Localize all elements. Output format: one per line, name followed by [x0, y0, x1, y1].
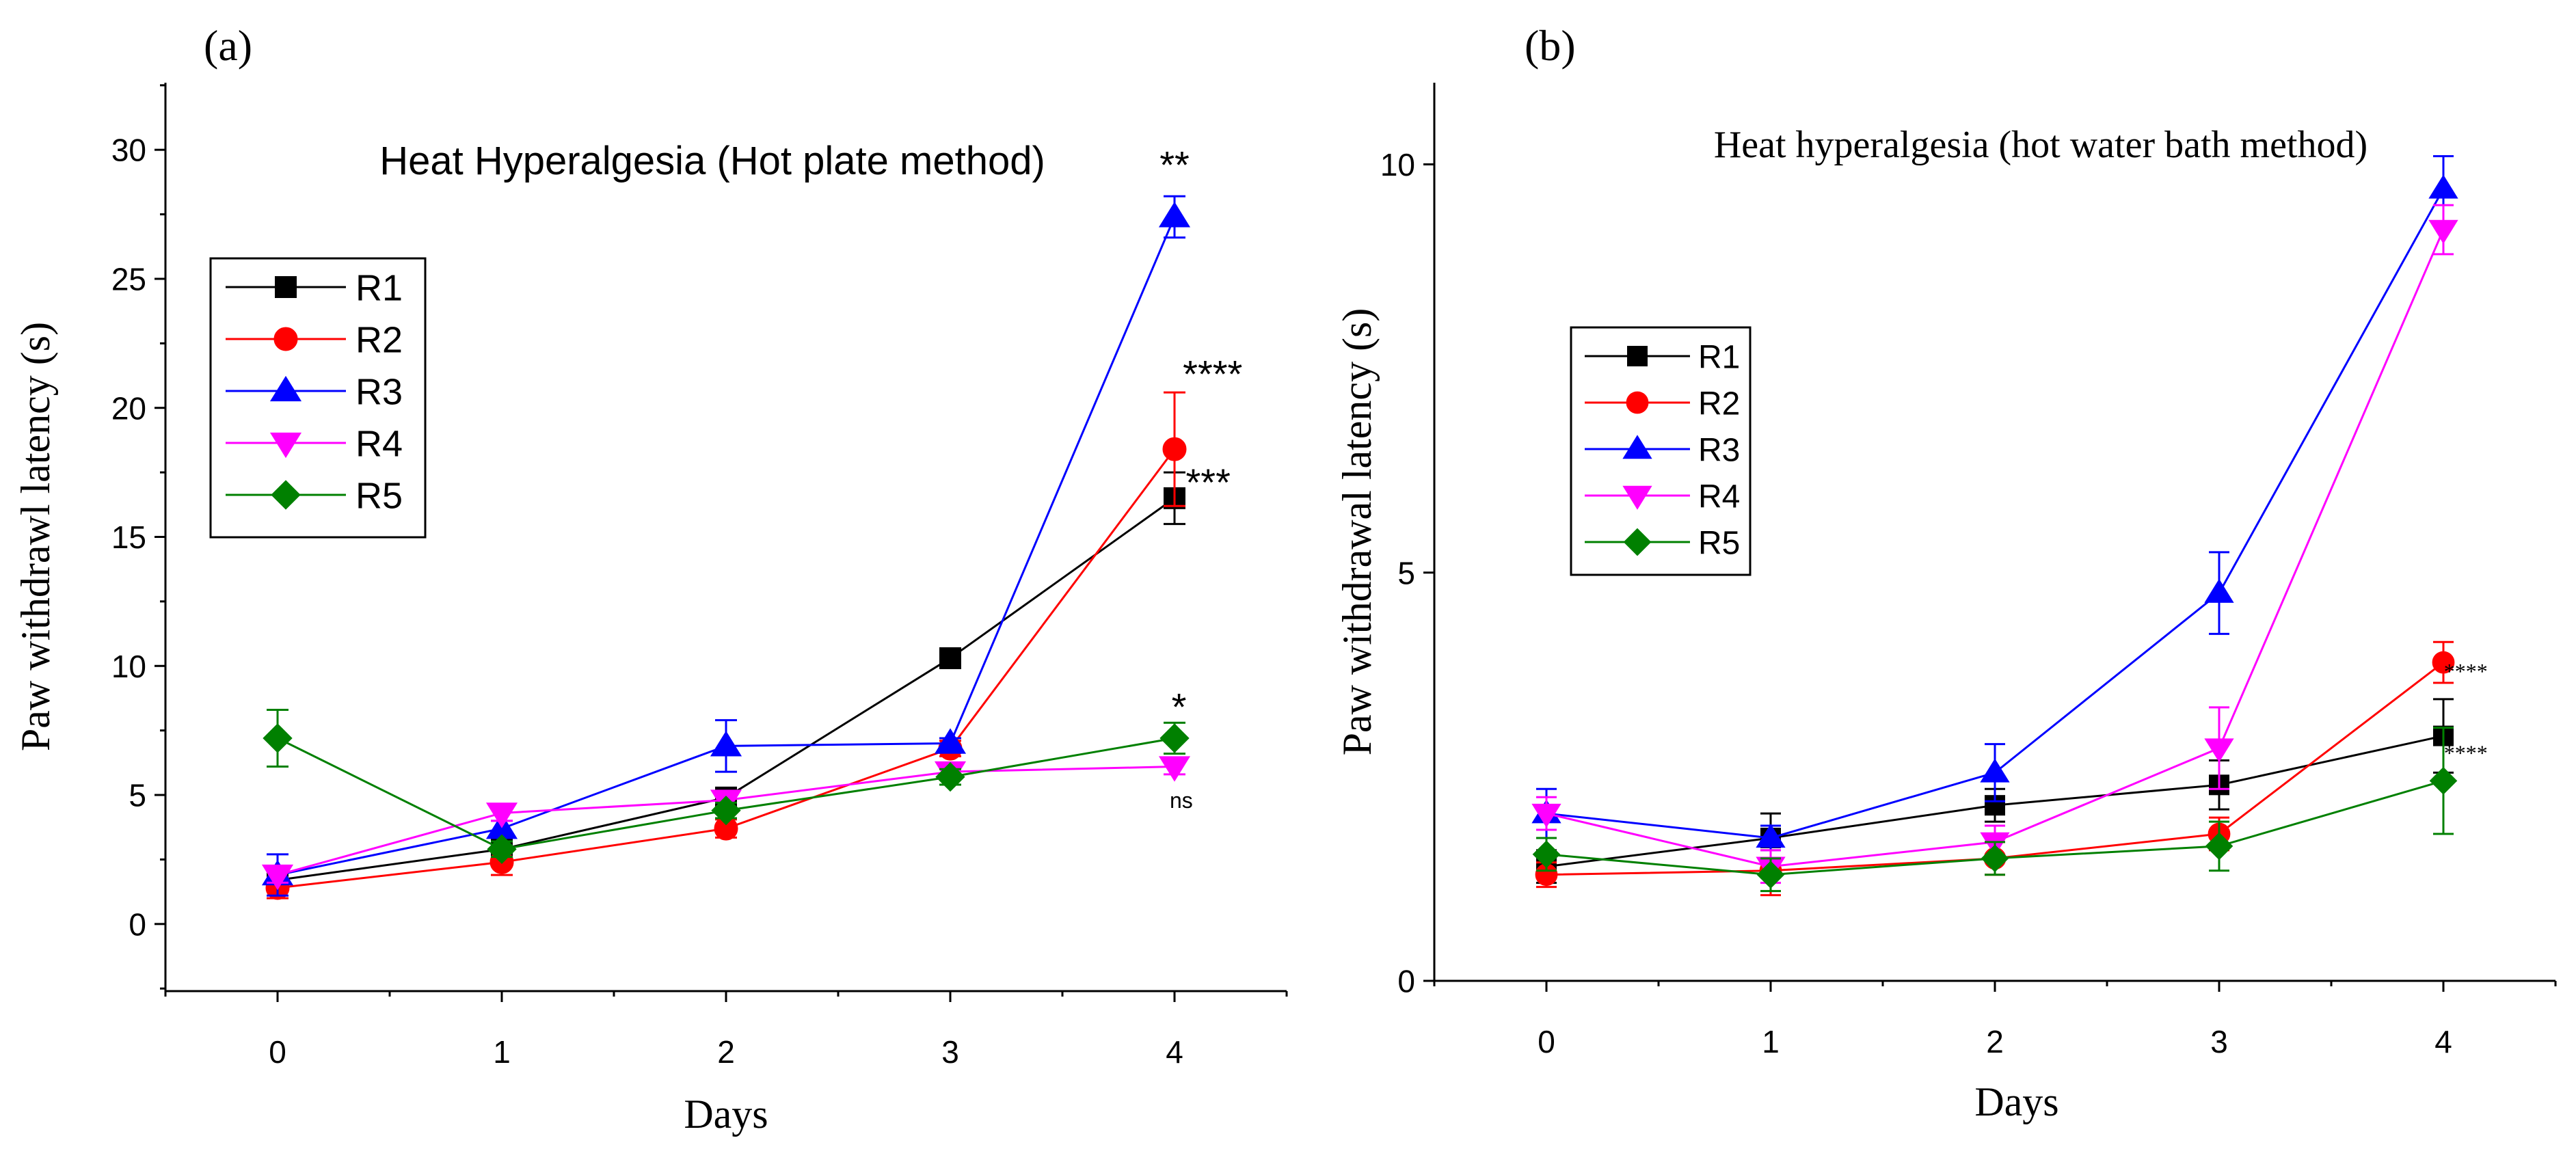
legend: R1 R2 R3 R4 R5 — [209, 257, 427, 539]
data-point — [1158, 756, 1191, 782]
significance-annotation: **** — [2444, 659, 2488, 684]
legend-marker — [269, 375, 302, 402]
legend-marker — [269, 432, 302, 459]
x-axis-label: Days — [684, 1092, 768, 1137]
data-point — [934, 728, 967, 754]
series-r5 — [1532, 727, 2458, 893]
legend-marker — [1627, 346, 1648, 366]
significance-annotation: *** — [1186, 461, 1231, 504]
legend-label: R2 — [1698, 386, 1740, 422]
data-point — [2204, 578, 2234, 603]
x-tick-label: 3 — [2210, 1024, 2228, 1059]
legend-marker — [275, 276, 297, 298]
data-point — [2429, 767, 2458, 795]
legend-marker — [271, 480, 301, 510]
y-tick-label: 0 — [1397, 964, 1415, 999]
data-point — [263, 723, 293, 753]
panel-label: (a) — [204, 21, 252, 70]
legend-label: R4 — [1698, 478, 1740, 515]
significance-annotation: ns — [1170, 788, 1193, 813]
y-tick-label: 10 — [111, 649, 146, 684]
chart-title: Heat hyperalgesia (hot water bath method… — [1714, 124, 2367, 166]
legend-label: R2 — [355, 319, 403, 360]
y-tick-label: 15 — [111, 519, 146, 555]
data-point — [1756, 824, 1786, 848]
data-point — [1981, 844, 2009, 873]
data-point — [2204, 738, 2234, 763]
legend-label: R1 — [1698, 339, 1740, 375]
y-axis-label: Paw withdrawl latency (s) — [13, 322, 58, 751]
legend-box — [1570, 326, 1752, 576]
significance-annotation: * — [1172, 686, 1187, 729]
legend-marker — [1622, 435, 1652, 459]
significance-annotation: **** — [1183, 353, 1242, 396]
legend-label: R3 — [1698, 432, 1740, 468]
x-tick-label: 0 — [269, 1034, 286, 1070]
x-tick-label: 0 — [1538, 1024, 1555, 1059]
data-point — [2428, 174, 2458, 199]
data-point — [487, 834, 517, 865]
data-point — [261, 864, 294, 891]
x-tick-label: 4 — [2434, 1024, 2452, 1059]
legend-label: R1 — [355, 267, 403, 308]
series-r5 — [263, 708, 1190, 865]
data-point — [2432, 651, 2455, 674]
chart-panel-b: (b) 0 5 10 0 1 2 3 4 Heat hyperalgesia (hot water… — [1334, 21, 2557, 1124]
data-point — [1531, 803, 1561, 828]
y-tick-label: 20 — [111, 390, 146, 426]
data-point — [2205, 832, 2233, 861]
y-tick-label: 10 — [1380, 147, 1415, 183]
data-point — [1756, 861, 1785, 889]
chart-title: Heat Hyperalgesia (Hot plate method) — [379, 139, 1045, 183]
data-point — [485, 802, 518, 828]
data-point — [2428, 219, 2458, 244]
y-tick-label: 30 — [111, 133, 146, 168]
data-point — [1162, 437, 1187, 461]
legend-marker — [1626, 391, 1649, 414]
x-tick-label: 1 — [1762, 1024, 1780, 1059]
y-tick-label: 5 — [129, 778, 146, 813]
data-point — [1159, 723, 1190, 753]
x-tick-label: 3 — [941, 1034, 959, 1070]
legend-marker — [1622, 485, 1652, 510]
significance-annotation: ** — [1159, 144, 1190, 187]
data-point — [1532, 840, 1561, 869]
legend: R1 R2 R3 R4 R5 — [1570, 326, 1752, 576]
legend-label: R4 — [355, 423, 403, 464]
data-point — [935, 761, 965, 792]
legend-marker — [273, 327, 298, 351]
chart-panel-a: (a) 0 5 10 15 20 25 30 0 1 2 3 4 Heat Hyperalgesia (H… — [13, 21, 1288, 1137]
x-tick-label: 1 — [493, 1034, 511, 1070]
significance-annotation: **** — [2444, 740, 2488, 765]
data-point — [1158, 202, 1191, 228]
data-point — [710, 731, 742, 757]
y-tick-label: 5 — [1397, 555, 1415, 591]
series-r2 — [265, 391, 1187, 900]
x-tick-label: 2 — [1986, 1024, 2004, 1059]
legend-box — [209, 257, 427, 539]
data-point — [939, 647, 961, 669]
legend-marker — [1623, 528, 1652, 556]
x-tick-label: 2 — [717, 1034, 735, 1070]
legend-label: R3 — [355, 371, 403, 412]
legend-label: R5 — [1698, 525, 1740, 561]
panel-label: (b) — [1525, 21, 1576, 70]
y-tick-label: 0 — [129, 906, 146, 942]
x-axis-label: Days — [1974, 1079, 2058, 1124]
legend-label: R5 — [355, 475, 403, 516]
y-tick-label: 25 — [111, 262, 146, 297]
x-tick-label: 4 — [1166, 1034, 1183, 1070]
y-axis-label: Paw withdrawal latency (s) — [1334, 308, 1380, 756]
data-point — [711, 796, 741, 826]
data-point — [1980, 758, 2010, 783]
